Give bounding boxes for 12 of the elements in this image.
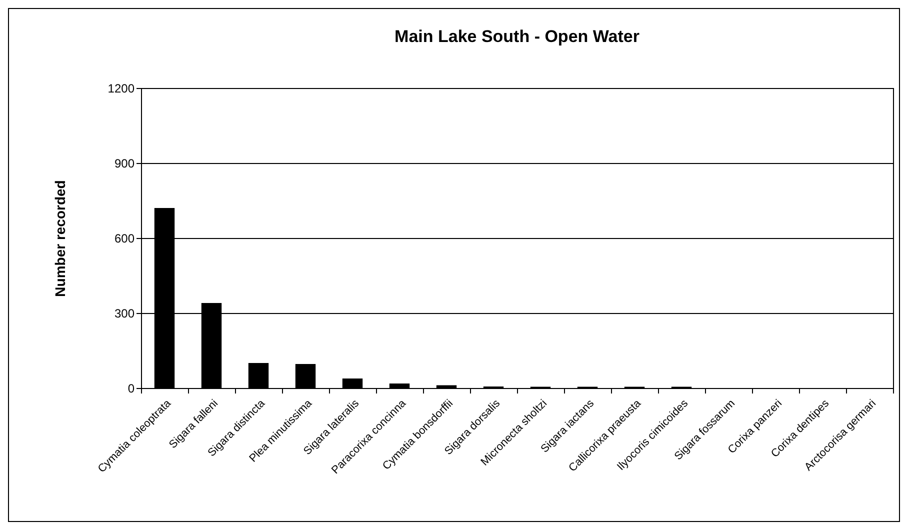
y-tick-label: 900 [114, 156, 135, 170]
bar [295, 364, 316, 388]
bar [436, 385, 457, 388]
y-tick-label: 1200 [108, 82, 135, 96]
y-axis-title: Number recorded [52, 180, 68, 297]
bar [342, 378, 363, 388]
y-tick-label: 600 [114, 232, 135, 246]
y-tick-label: 0 [128, 382, 135, 396]
bar [248, 363, 269, 388]
chart-title: Main Lake South - Open Water [394, 27, 640, 46]
y-tick-label: 300 [114, 306, 135, 320]
bar [389, 384, 410, 388]
